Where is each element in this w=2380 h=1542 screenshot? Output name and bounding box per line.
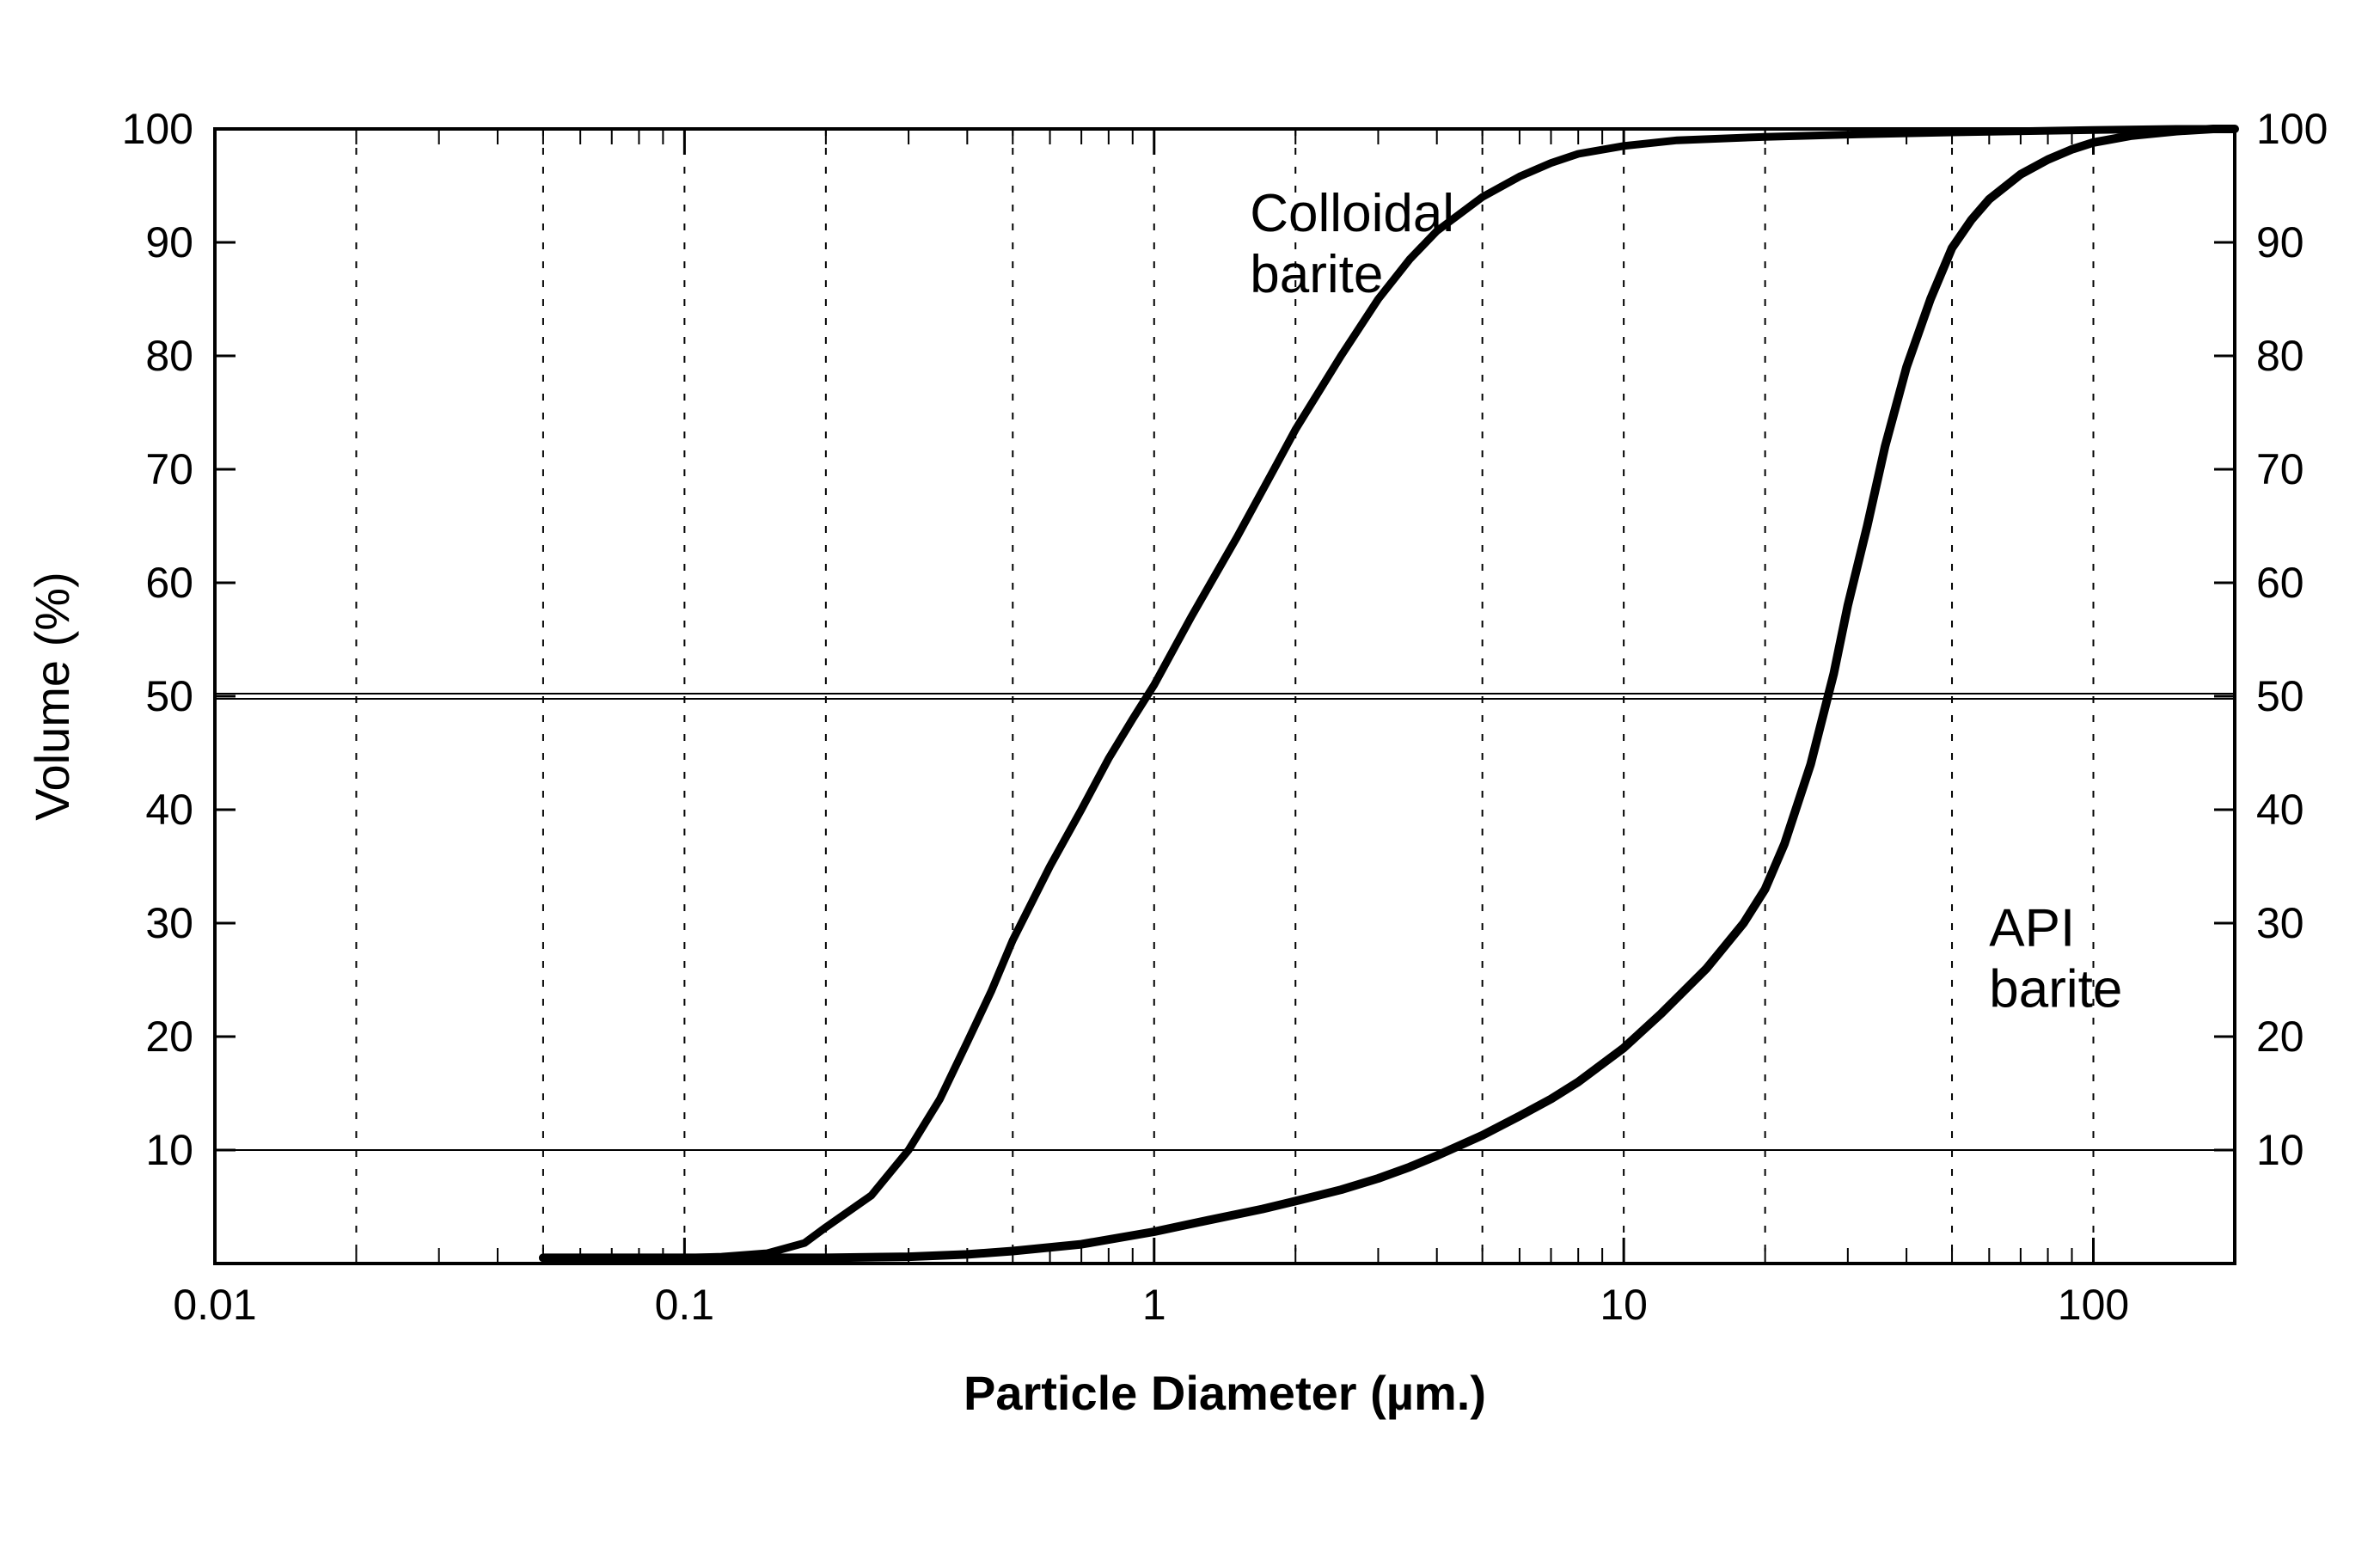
y-tick-label-right: 90 [2256, 218, 2304, 266]
y-tick-label-right: 10 [2256, 1126, 2304, 1174]
chart-bg [0, 0, 2380, 1542]
x-axis-title: Particle Diameter (µm.) [964, 1366, 1486, 1420]
series-annotation-0-0: Colloidal [1250, 184, 1454, 243]
y-tick-label-left: 90 [145, 218, 193, 266]
y-tick-label-right: 20 [2256, 1013, 2304, 1061]
y-tick-label-right: 40 [2256, 786, 2304, 834]
y-tick-label-right: 50 [2256, 672, 2304, 720]
y-tick-label-left: 40 [145, 786, 193, 834]
y-tick-label-right: 70 [2256, 445, 2304, 493]
x-tick-label: 1 [1142, 1281, 1166, 1329]
series-annotation-0-1: barite [1250, 245, 1383, 304]
y-tick-label-right: 100 [2256, 105, 2328, 153]
chart-container: 0.01 0.1 1 10 100 10 10 20 20 30 30 40 40 50 50 60 60 70 7… [0, 0, 2380, 1542]
series-annotation-1-0: API [1989, 898, 2075, 958]
x-tick-label: 10 [1600, 1281, 1648, 1329]
y-tick-label-left: 80 [145, 332, 193, 380]
y-tick-label-left: 70 [145, 445, 193, 493]
y-tick-label-left: 20 [145, 1013, 193, 1061]
y-tick-label-right: 30 [2256, 899, 2304, 947]
y-axis-title: Volume (%) [25, 572, 79, 820]
x-tick-label: 0.1 [655, 1281, 715, 1329]
series-annotation-1-1: barite [1989, 960, 2122, 1019]
y-tick-label-right: 80 [2256, 332, 2304, 380]
y-tick-label-left: 60 [145, 559, 193, 607]
y-tick-label-right: 60 [2256, 559, 2304, 607]
y-tick-label-left: 100 [122, 105, 193, 153]
y-tick-label-left: 10 [145, 1126, 193, 1174]
x-tick-label: 100 [2058, 1281, 2129, 1329]
y-tick-label-left: 30 [145, 899, 193, 947]
psd-chart: 0.01 0.1 1 10 100 10 10 20 20 30 30 40 40 50 50 60 60 70 7… [0, 0, 2380, 1542]
y-tick-label-left: 50 [145, 672, 193, 720]
x-tick-label: 0.01 [173, 1281, 256, 1329]
